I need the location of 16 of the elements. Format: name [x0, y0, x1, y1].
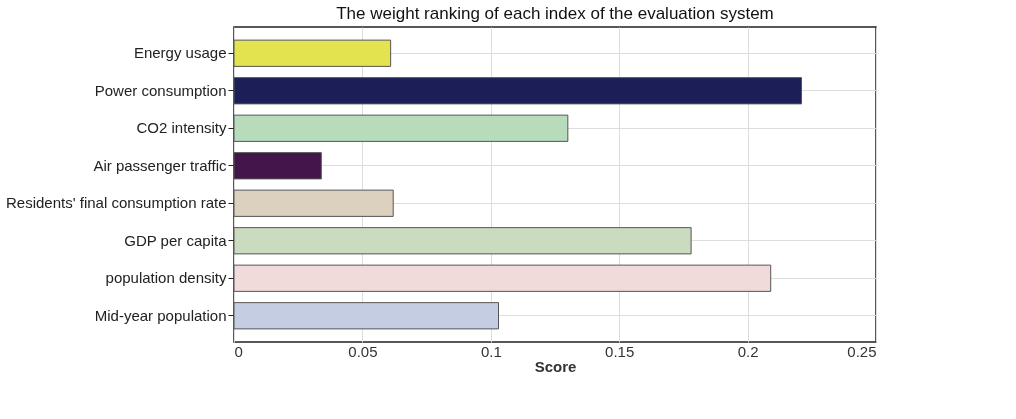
x-tick-label: 0.25 [847, 342, 877, 360]
x-axis-title: Score [534, 357, 577, 375]
x-tick-label: 0 [234, 342, 243, 360]
chart-title: The weight ranking of each index of the evaluation system [336, 4, 774, 23]
y-tick-label: GDP per capita [124, 231, 228, 249]
y-tick-label: population density [105, 269, 227, 287]
x-tick-label: 0.2 [737, 342, 759, 360]
x-tick-label: 0.1 [480, 342, 502, 360]
y-tick-label: Air passenger traffic [93, 156, 227, 174]
y-tick-label: Mid-year population [94, 306, 227, 324]
y-tick-label: CO2 intensity [136, 119, 227, 137]
y-tick-label: Power consumption [94, 81, 227, 99]
x-tick-label: 0.15 [605, 342, 635, 360]
y-tick-label: Residents' final consumption rate [6, 194, 227, 212]
x-tick-label: 0.05 [348, 342, 378, 360]
y-tick-label: Energy usage [133, 44, 227, 62]
